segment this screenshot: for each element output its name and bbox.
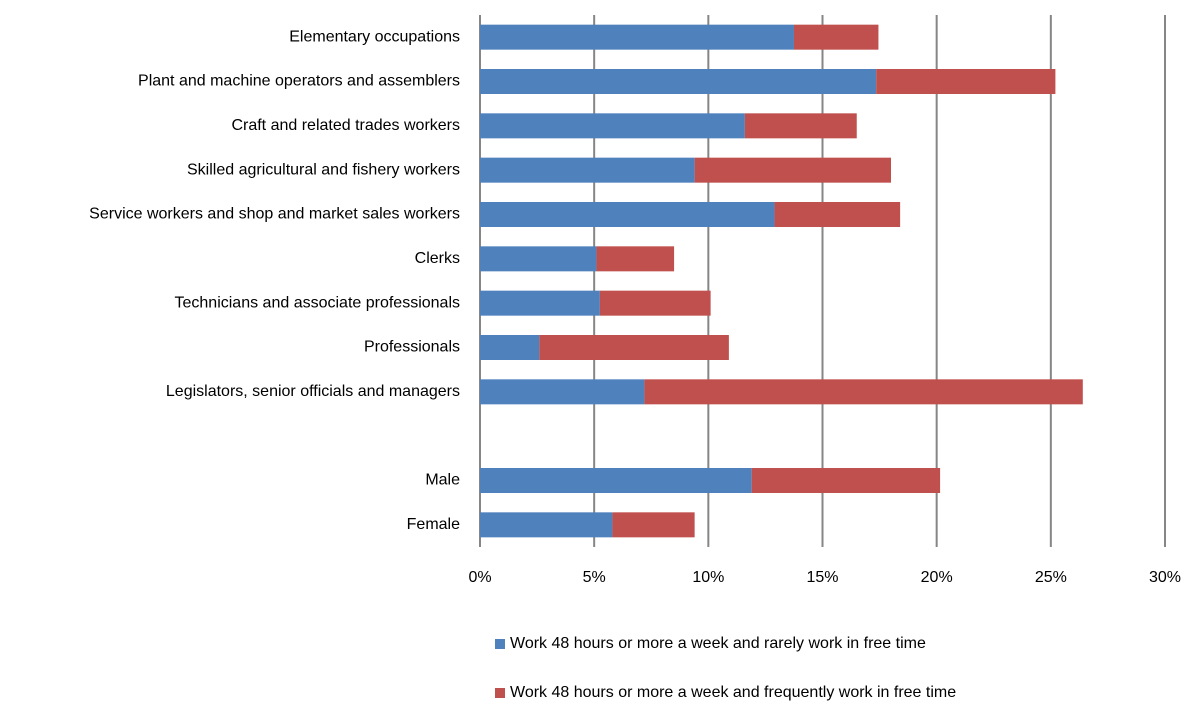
bar <box>612 512 695 538</box>
legend-swatch <box>495 688 505 698</box>
x-tick-label: 30% <box>1149 569 1181 586</box>
bar <box>480 24 794 50</box>
bar <box>480 246 597 272</box>
y-tick-label: Craft and related trades workers <box>231 117 460 134</box>
bar <box>774 202 901 227</box>
y-tick-label: Elementary occupations <box>289 28 460 45</box>
bar <box>480 379 645 405</box>
bar <box>744 113 857 139</box>
bar <box>480 113 745 139</box>
y-tick-label: Clerks <box>415 250 460 267</box>
bar <box>793 24 879 50</box>
y-tick-label: Female <box>407 516 460 533</box>
bar <box>644 379 1083 405</box>
legend-label: Work 48 hours or more a week and frequen… <box>510 684 956 701</box>
legend-label: Work 48 hours or more a week and rarely … <box>510 635 926 652</box>
bar <box>480 335 540 360</box>
y-tick-label: Skilled agricultural and fishery workers <box>187 161 460 178</box>
y-tick-label: Legislators, senior officials and manage… <box>166 383 460 400</box>
bar <box>876 69 1056 94</box>
y-tick-label: Male <box>425 472 460 489</box>
x-tick-label: 0% <box>468 569 491 586</box>
x-tick-label: 10% <box>692 569 724 586</box>
bar <box>480 512 613 538</box>
bar <box>596 246 675 272</box>
bar <box>480 290 600 316</box>
x-tick-label: 5% <box>583 569 606 586</box>
y-tick-label: Professionals <box>364 339 460 356</box>
y-tick-label: Technicians and associate professionals <box>175 294 461 311</box>
x-tick-label: 25% <box>1035 569 1067 586</box>
legend-swatch <box>495 639 505 649</box>
y-tick-label: Plant and machine operators and assemble… <box>138 73 460 90</box>
bar <box>480 69 877 94</box>
bar <box>599 290 711 316</box>
bar <box>480 157 695 183</box>
bar <box>694 157 891 183</box>
x-tick-label: 15% <box>806 569 838 586</box>
bar <box>751 468 941 493</box>
y-tick-label: Service workers and shop and market sale… <box>89 206 460 223</box>
bar <box>480 202 775 227</box>
bar <box>539 335 729 360</box>
x-tick-label: 20% <box>921 569 953 586</box>
bar <box>480 468 752 493</box>
